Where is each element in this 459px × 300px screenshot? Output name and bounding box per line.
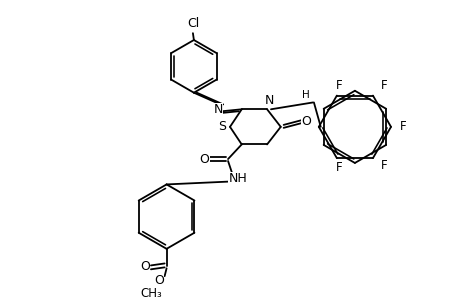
Text: O: O	[140, 260, 150, 273]
Text: O: O	[199, 152, 209, 166]
Text: Cl: Cl	[186, 17, 199, 30]
Text: F: F	[381, 159, 387, 172]
Text: O: O	[153, 274, 163, 286]
Text: N: N	[264, 94, 273, 107]
Text: CH₃: CH₃	[140, 287, 162, 300]
Text: S: S	[218, 120, 226, 133]
Text: H: H	[302, 90, 309, 100]
Text: F: F	[335, 161, 341, 174]
Text: F: F	[335, 79, 341, 92]
Text: O: O	[301, 116, 310, 128]
Text: NH: NH	[228, 172, 246, 185]
Text: N: N	[213, 103, 223, 116]
Text: F: F	[381, 79, 387, 92]
Text: F: F	[398, 120, 405, 133]
